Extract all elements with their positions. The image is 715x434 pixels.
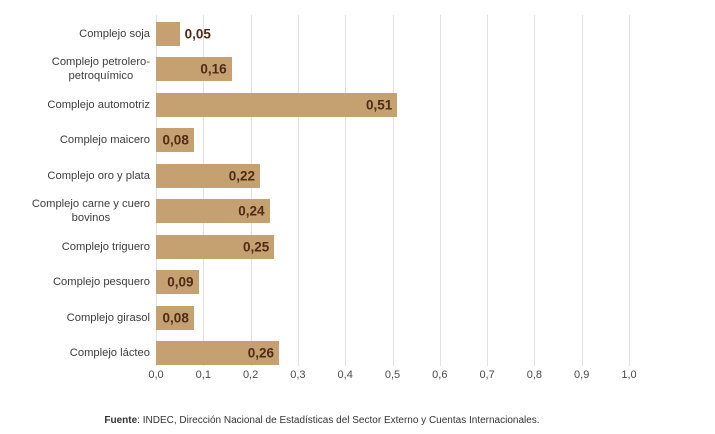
x-tick-label: 0,3	[290, 369, 306, 381]
value-label: 0,08	[162, 310, 189, 326]
category-label: Complejo soja	[79, 27, 150, 40]
value-label: 0,09	[167, 274, 194, 290]
bar-zone: 0,08	[156, 128, 644, 153]
gridline	[439, 15, 441, 366]
bar-zone: 0,08	[156, 305, 644, 330]
x-tick-label: 0,6	[432, 369, 448, 381]
bar-row: Complejo triguero 0,25	[0, 229, 644, 265]
category-cell: Complejo petrolero-petroquímico	[0, 55, 150, 83]
bar-row: Complejo girasol 0,08	[0, 300, 644, 336]
value-label: 0,51	[365, 97, 393, 113]
source-prefix: Fuente	[104, 415, 138, 426]
category-cell: Complejo oro y plata	[0, 169, 150, 183]
bar: 0,26	[156, 341, 279, 366]
bar-row: Complejo maicero 0,08	[0, 123, 644, 159]
bar-row: Complejo soja 0,05	[0, 16, 644, 52]
bar-zone: 0,05	[156, 21, 644, 46]
category-cell: Complejo lácteo	[0, 346, 150, 360]
category-cell: Complejo carne y cuero bovinos	[0, 197, 150, 225]
bar: 0,24	[156, 199, 270, 224]
category-label: Complejo triguero	[61, 240, 150, 253]
category-cell: Complejo triguero	[0, 240, 150, 254]
bar: 0,08	[156, 128, 194, 153]
bar: 0,09	[156, 270, 199, 295]
category-label: Complejo petrolero-petroquímico	[51, 56, 150, 83]
bar-row: Complejo lácteo 0,26	[0, 336, 644, 372]
category-cell: Complejo soja	[0, 27, 150, 41]
bar-zone: 0,09	[156, 270, 644, 295]
value-label: 0,25	[242, 239, 270, 255]
bar-row: Complejo petrolero-petroquímico 0,16	[0, 52, 644, 88]
bar: 0,51	[156, 92, 398, 117]
gridline	[534, 15, 536, 366]
bar: 0,16	[156, 57, 232, 82]
x-tick-label: 1,0	[621, 369, 637, 381]
gridline	[156, 15, 157, 366]
category-cell: Complejo maicero	[0, 133, 150, 147]
category-label: Complejo pesquero	[52, 276, 150, 289]
value-label: 0,05	[184, 26, 211, 42]
gridline	[297, 15, 299, 366]
bar-zone: 0,24	[156, 199, 644, 224]
gridline	[345, 15, 347, 366]
bar-row: Complejo carne y cuero bovinos 0,24	[0, 194, 644, 230]
bar-zone: 0,22	[156, 163, 644, 188]
x-tick-label: 0,5	[384, 369, 401, 381]
x-tick-label: 0,8	[526, 369, 543, 381]
value-label: 0,16	[200, 61, 227, 77]
category-label: Complejo girasol	[66, 311, 150, 324]
gridline	[581, 15, 583, 366]
bar-zone: 0,51	[156, 92, 644, 117]
gridline	[203, 15, 205, 366]
category-cell: Complejo girasol	[0, 311, 150, 325]
bar-zone: 0,16	[156, 57, 644, 82]
category-cell: Complejo pesquero	[0, 275, 150, 289]
gridline	[392, 15, 394, 366]
x-tick-label: 0,2	[242, 369, 259, 381]
category-label: Complejo carne y cuero bovinos	[31, 198, 150, 225]
x-tick-label: 0,7	[479, 369, 495, 381]
bar-row: Complejo oro y plata 0,22	[0, 158, 644, 194]
x-tick-label: 0,4	[337, 369, 353, 381]
bar-rows: Complejo soja 0,05 Complejo petrolero-petr…	[0, 16, 644, 371]
bar-row: Complejo automotriz 0,51	[0, 87, 644, 123]
category-label: Complejo lácteo	[69, 347, 150, 360]
value-label: 0,26	[247, 345, 274, 361]
bar: 0,08	[156, 305, 194, 330]
x-tick-label: 0,9	[574, 369, 590, 381]
category-label: Complejo oro y plata	[47, 169, 150, 182]
gridline	[487, 15, 489, 366]
bar-zone: 0,25	[156, 234, 644, 259]
x-tick-label: 0,1	[195, 369, 211, 381]
category-label: Complejo maicero	[59, 134, 150, 147]
bar: 0,05	[156, 21, 211, 46]
category-label: Complejo automotriz	[47, 98, 150, 111]
source-text: : INDEC, Dirección Nacional de Estadísti…	[137, 415, 540, 426]
value-label: 0,08	[162, 132, 189, 148]
value-label: 0,24	[238, 203, 265, 219]
source-note: Fuente: INDEC, Dirección Nacional de Est…	[0, 415, 644, 426]
value-label: 0,22	[228, 168, 256, 184]
x-tick-label: 0,0	[148, 369, 164, 381]
category-cell: Complejo automotriz	[0, 98, 150, 112]
bar-row: Complejo pesquero 0,09	[0, 265, 644, 301]
bar: 0,25	[156, 234, 275, 259]
bar: 0,22	[156, 163, 261, 188]
gridline	[629, 15, 630, 366]
bar-zone: 0,26	[156, 341, 644, 366]
gridline	[250, 15, 252, 366]
